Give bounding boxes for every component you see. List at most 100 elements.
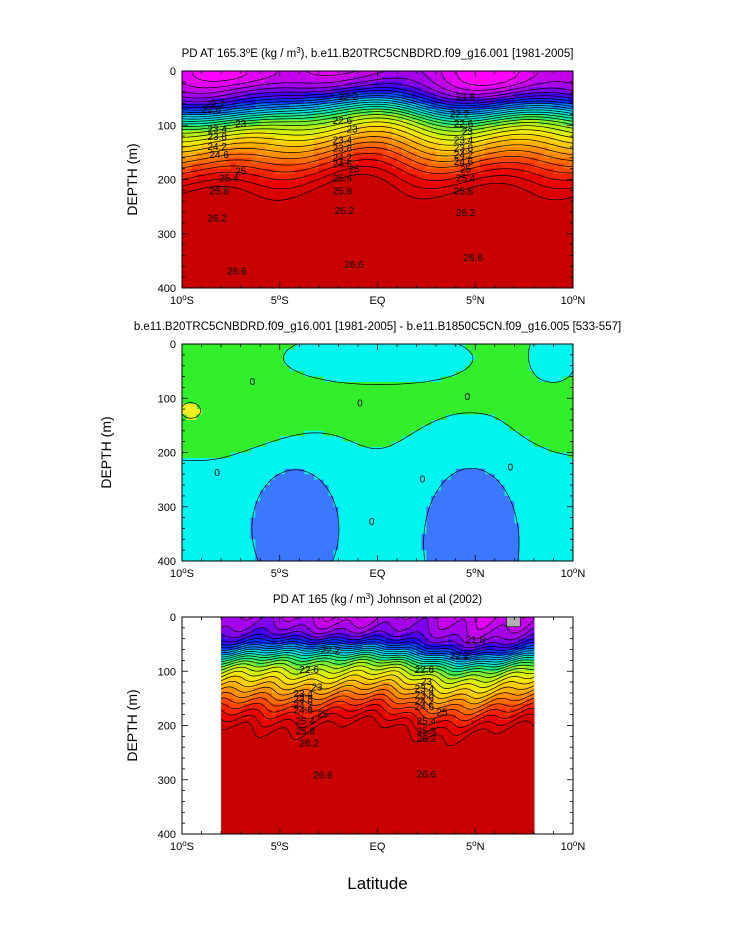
field-cell xyxy=(500,207,505,213)
field-cell xyxy=(465,404,470,410)
field-cell xyxy=(495,190,500,196)
field-cell xyxy=(250,82,255,88)
field-cell xyxy=(319,415,324,421)
field-cell xyxy=(197,163,202,169)
field-cell xyxy=(426,344,431,350)
field-cell xyxy=(382,366,387,372)
field-cell xyxy=(280,393,285,399)
field-cell xyxy=(255,223,260,229)
field-cell xyxy=(304,104,309,110)
field-cell xyxy=(421,360,426,366)
field-cell xyxy=(461,239,466,245)
field-cell xyxy=(524,382,529,388)
field-cell xyxy=(421,349,426,355)
field-cell xyxy=(441,404,446,410)
field-cell xyxy=(265,415,270,421)
field-cell xyxy=(549,366,554,372)
field-cell xyxy=(187,344,192,350)
field-cell xyxy=(309,98,314,104)
field-cell xyxy=(246,245,251,251)
field-cell xyxy=(187,382,192,388)
field-cell xyxy=(260,207,265,213)
field-cell xyxy=(250,239,255,245)
field-cell xyxy=(343,76,348,82)
field-cell xyxy=(553,228,558,234)
field-cell xyxy=(363,185,368,191)
field-cell xyxy=(505,169,510,175)
field-cell xyxy=(319,442,324,448)
field-cell xyxy=(382,261,387,267)
field-cell xyxy=(260,190,265,196)
field-cell xyxy=(270,223,275,229)
field-cell xyxy=(192,239,197,245)
field-cell xyxy=(544,382,549,388)
field-cell xyxy=(309,217,314,223)
field-cell xyxy=(221,371,226,377)
field-cell xyxy=(378,420,383,426)
field-cell xyxy=(451,201,456,207)
field-cell xyxy=(363,245,368,251)
field-cell xyxy=(382,349,387,355)
field-cell xyxy=(505,223,510,229)
field-cell xyxy=(216,266,221,272)
field-cell xyxy=(505,136,510,142)
field-cell xyxy=(319,360,324,366)
field-cell xyxy=(549,431,554,437)
field-cell xyxy=(509,404,514,410)
field-cell xyxy=(294,76,299,82)
contour-label: 25.4 xyxy=(219,173,239,184)
field-cell xyxy=(241,393,246,399)
field-cell xyxy=(563,398,568,404)
field-cell xyxy=(260,371,265,377)
field-cell xyxy=(441,228,446,234)
field-cell xyxy=(402,212,407,218)
field-cell xyxy=(314,245,319,251)
field-cell xyxy=(299,76,304,82)
field-cell xyxy=(407,234,412,240)
contour-label: 23 xyxy=(347,125,359,136)
field-cell xyxy=(197,245,202,251)
field-cell xyxy=(382,415,387,421)
field-cell xyxy=(250,415,255,421)
field-cell xyxy=(216,228,221,234)
field-cell xyxy=(421,261,426,267)
field-cell xyxy=(529,255,534,261)
field-cell xyxy=(358,207,363,213)
field-cell xyxy=(402,349,407,355)
field-cell xyxy=(299,436,304,442)
field-cell xyxy=(187,398,192,404)
field-cell xyxy=(197,377,202,383)
field-cell xyxy=(529,355,534,361)
field-cell xyxy=(563,349,568,355)
field-cell xyxy=(382,266,387,272)
field-cell xyxy=(456,360,461,366)
field-cell xyxy=(485,201,490,207)
field-cell xyxy=(475,201,480,207)
field-cell xyxy=(211,261,216,267)
field-cell xyxy=(270,371,275,377)
field-cell xyxy=(441,76,446,82)
field-cell xyxy=(495,109,500,115)
field-cell xyxy=(363,196,368,202)
field-cell xyxy=(255,420,260,426)
field-cell xyxy=(241,142,246,148)
field-cell xyxy=(480,136,485,142)
field-cell xyxy=(260,415,265,421)
field-cell xyxy=(470,245,475,251)
field-cell xyxy=(500,196,505,202)
contour-label: 26.6 xyxy=(344,260,364,271)
field-cell xyxy=(446,420,451,426)
field-cell xyxy=(465,431,470,437)
field-cell xyxy=(260,217,265,223)
field-cell xyxy=(226,207,231,213)
field-cell xyxy=(529,261,534,267)
field-cell xyxy=(387,245,392,251)
field-cell xyxy=(211,355,216,361)
field-cell xyxy=(368,207,373,213)
field-cell xyxy=(407,420,412,426)
field-cell xyxy=(363,431,368,437)
field-cell xyxy=(446,398,451,404)
field-cell xyxy=(363,415,368,421)
field-cell xyxy=(382,409,387,415)
field-cell xyxy=(206,250,211,256)
